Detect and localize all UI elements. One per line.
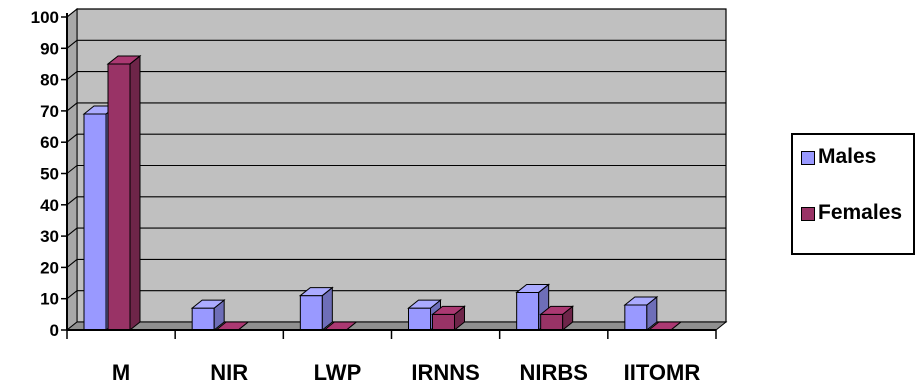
y-tick-label: 50 (40, 165, 59, 184)
bar-males-lwp (298, 286, 334, 332)
bars (82, 54, 683, 332)
y-tick-label: 0 (50, 321, 59, 340)
x-tick-label: IRNNS (411, 360, 479, 385)
bar-females-irnns (431, 305, 466, 332)
x-tick-label: NIR (210, 360, 248, 385)
plot-area (65, 7, 728, 332)
legend: Males Females (791, 133, 915, 255)
gridline (66, 164, 726, 174)
bar-males-nir (190, 299, 226, 332)
y-tick-label: 10 (40, 290, 59, 309)
gridline (66, 71, 726, 81)
gridline (66, 39, 726, 49)
legend-label-females: Females (818, 201, 903, 224)
y-tick-label: 100 (31, 8, 59, 27)
y-tick-label: 70 (40, 102, 59, 121)
bar-males-iitomr (623, 295, 659, 332)
gridline (66, 133, 726, 143)
gridline (66, 258, 726, 268)
gridline (66, 227, 726, 237)
legend-swatch-males (801, 151, 815, 165)
y-axis-tick-labels: 0 10 20 30 40 50 60 70 80 90 100 (31, 8, 59, 340)
legend-label-males: Males (818, 145, 877, 168)
bar-females-nirbs (539, 305, 575, 332)
x-tick-label: LWP (314, 360, 362, 385)
gridline (66, 290, 726, 300)
y-tick-label: 20 (40, 258, 59, 277)
y-tick-label: 30 (40, 227, 59, 246)
x-tick-label: IITOMR (624, 360, 701, 385)
gridline (66, 196, 726, 206)
y-tick-label: 40 (40, 196, 59, 215)
gridline (66, 8, 726, 18)
gridline (66, 102, 726, 112)
legend-item-females: Females (801, 201, 908, 224)
y-tick-label: 90 (40, 39, 59, 58)
bar-females-m (106, 54, 142, 332)
x-tick-label: M (112, 360, 130, 385)
legend-item-males: Males (801, 145, 908, 168)
y-tick-label: 60 (40, 133, 59, 152)
axes (61, 13, 717, 339)
bar-males-irnns (407, 299, 442, 332)
legend-swatch-females (801, 207, 815, 221)
x-tick-label: NIRBS (520, 360, 588, 385)
y-tick-label: 80 (40, 71, 59, 90)
x-axis-tick-labels: M NIR LWP IRNNS NIRBS IITOMR (112, 360, 700, 385)
gridlines (66, 8, 726, 300)
